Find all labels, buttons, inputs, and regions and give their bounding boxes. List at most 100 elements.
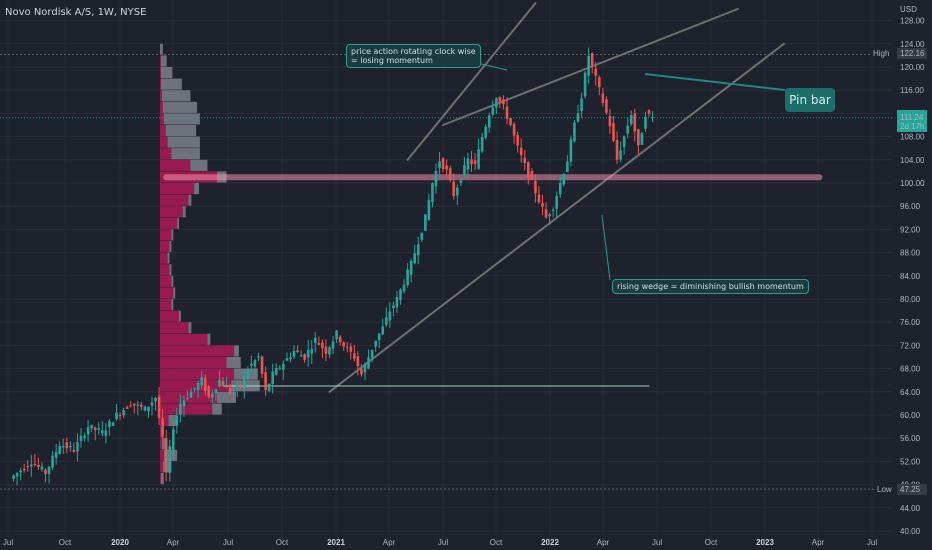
candle-body — [310, 348, 314, 354]
x-tick-label: Apr — [167, 538, 180, 547]
candle-body — [44, 469, 47, 475]
profile-bar-down — [160, 101, 163, 113]
candle-body — [431, 183, 434, 203]
candle-body — [445, 165, 448, 170]
x-tick-label: Jul — [438, 538, 448, 547]
y-tick-label: 68.00 — [900, 365, 921, 374]
candle-body — [260, 356, 264, 374]
candle-body — [303, 354, 306, 360]
x-tick-label: Apr — [383, 538, 396, 547]
candle-body — [264, 372, 267, 391]
candle-body — [193, 387, 196, 389]
candle-body — [491, 107, 495, 115]
candle-body — [61, 446, 65, 448]
candle-body — [93, 427, 97, 430]
candle-body — [644, 116, 647, 129]
x-tick-label: 2022 — [541, 538, 559, 547]
time-axis[interactable]: Jul Oct 2020 Apr Jul Oct 2021 Apr Jul Oct 2022 Apr J… — [3, 538, 877, 547]
candle-body — [22, 469, 26, 471]
candle-body — [580, 98, 583, 112]
profile-bar-up — [177, 217, 179, 229]
candle-body — [228, 387, 232, 394]
x-tick-label: Apr — [812, 538, 825, 547]
profile-bar-down — [160, 299, 172, 311]
profile-bar-up — [171, 148, 200, 160]
profile-bar-up — [167, 252, 170, 264]
profile-bar-up — [171, 229, 174, 241]
x-tick-label: Oct — [490, 538, 503, 547]
candle-body — [416, 244, 420, 256]
profile-bar-down — [160, 55, 161, 67]
candle-body — [598, 77, 601, 88]
y-tick-label: 96.00 — [900, 202, 921, 211]
profile-bar-up — [160, 67, 173, 79]
profile-bar-down — [160, 264, 170, 276]
profile-bar-up — [160, 43, 163, 55]
wedge-note[interactable]: rising wedge = diminishing bullish momen… — [612, 279, 809, 294]
low-label-box — [874, 484, 896, 495]
candle-body — [76, 442, 79, 452]
candle-body — [612, 123, 615, 141]
x-tick-label: Oct — [59, 538, 72, 547]
candle-body — [115, 412, 118, 420]
candle-body — [441, 158, 445, 169]
profile-bar-up — [194, 183, 199, 195]
price-labels: USD High 122.16 111.24 2d 17h Low 47.25 — [870, 5, 927, 495]
x-tick-label: Jul — [3, 538, 13, 547]
candle-body — [218, 379, 221, 387]
profile-bar-down — [160, 241, 170, 253]
candle-body — [516, 135, 519, 146]
y-tick-label: 108.00 — [900, 133, 925, 142]
profile-bar-down — [160, 136, 168, 148]
symbol-title[interactable]: Novo Nordisk A/S, 1W, NYSE — [5, 7, 147, 18]
candle-body — [314, 337, 317, 343]
profile-bar-down — [160, 415, 169, 427]
candle-body — [296, 350, 299, 353]
candle-body — [477, 149, 480, 169]
profile-bar-up — [167, 136, 200, 148]
high-value: 122.16 — [900, 49, 925, 58]
profile-bar-up — [161, 438, 166, 450]
candle-body — [420, 232, 424, 240]
x-tick-label: Jul — [867, 538, 877, 547]
rotation-note[interactable]: price action rotating clock wise = losin… — [346, 44, 481, 68]
candle-body — [594, 68, 598, 76]
candle-body — [54, 451, 58, 458]
candle-body — [619, 150, 622, 160]
candle-body — [271, 371, 274, 384]
candle-body — [395, 296, 399, 308]
candle-body — [590, 53, 594, 66]
candle-body — [221, 380, 225, 386]
candle-body — [285, 358, 289, 361]
candle-body — [349, 346, 353, 352]
candle-body — [157, 396, 161, 418]
candle-body — [527, 162, 530, 178]
candlesticks — [12, 47, 654, 486]
low-value: 47.25 — [900, 485, 921, 494]
profile-bar-up — [169, 241, 172, 253]
candle-body — [402, 284, 406, 292]
profile-bar-down — [160, 206, 183, 218]
candle-body — [132, 403, 136, 406]
profile-bar-down — [160, 217, 178, 229]
candle-body — [282, 363, 285, 370]
pin-bar-label[interactable]: Pin bar — [785, 88, 835, 112]
candle-body — [164, 438, 168, 472]
candle-body — [232, 389, 235, 391]
profile-bar-up — [162, 101, 198, 113]
profile-bar-up — [234, 368, 258, 380]
profile-bar-down — [160, 345, 235, 357]
current-price-box — [897, 110, 927, 132]
candle-body — [587, 56, 590, 76]
candle-body — [83, 435, 86, 438]
candle-body — [79, 435, 83, 442]
candle-body — [480, 137, 484, 152]
candle-body — [239, 385, 243, 387]
candle-body — [65, 442, 69, 449]
profile-bar-up — [171, 299, 174, 311]
candle-body — [633, 113, 637, 132]
x-tick-label: 2020 — [111, 538, 129, 547]
candle-body — [40, 466, 44, 470]
candle-body — [58, 445, 61, 454]
